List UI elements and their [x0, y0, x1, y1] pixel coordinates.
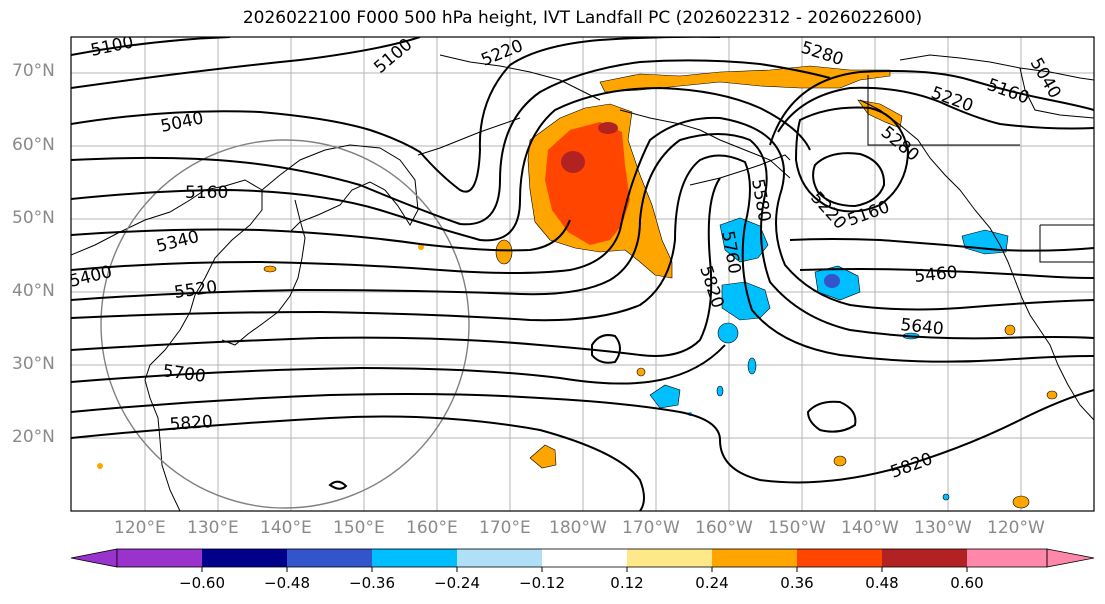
contour-label: 5820 [169, 412, 214, 435]
colorbar-tick-label: 0.48 [865, 574, 899, 592]
colorbar-tick-label: −0.48 [264, 574, 310, 592]
lat-label: 40°N [12, 281, 55, 301]
lon-label: 160°W [695, 518, 753, 538]
lon-label: 170°W [622, 518, 680, 538]
colorbar-tick-label: 0.24 [695, 574, 729, 592]
lat-label: 20°N [12, 427, 55, 447]
lon-label: 150°E [333, 518, 385, 538]
lon-label: 120°E [114, 518, 166, 538]
ivt-shading [97, 65, 1058, 509]
contour-label: 5160 [185, 183, 228, 203]
contour-label: 5640 [899, 315, 944, 339]
colorbar-tick-label: −0.36 [349, 574, 395, 592]
colorbar-tick-label: 0.12 [610, 574, 644, 592]
colorbar-tick-label: 0.36 [780, 574, 814, 592]
lon-label: 130°W [914, 518, 972, 538]
colorbar-tick-label: −0.12 [519, 574, 565, 592]
ivt-positive-core [545, 122, 630, 245]
lat-label: 30°N [12, 354, 55, 374]
colorbar-extend-high [1046, 548, 1095, 568]
lon-label: 170°E [479, 518, 531, 538]
ivt-positive-hawaii [529, 444, 557, 469]
lon-label: 140°E [260, 518, 312, 538]
height-contours [71, 37, 1094, 511]
lat-label: 50°N [12, 208, 55, 228]
colorbar-extend-low [70, 548, 118, 568]
range-circle [100, 139, 470, 509]
lat-label: 60°N [12, 135, 55, 155]
map-title: 2026022100 F000 500 hPa height, IVT Land… [242, 8, 923, 28]
colorbar-tick-label: −0.60 [179, 574, 225, 592]
lon-label: 160°E [406, 518, 458, 538]
lon-label: 140°W [841, 518, 899, 538]
colorbar-tick-label: 0.60 [950, 574, 984, 592]
gridlines [71, 37, 1094, 511]
lat-label: 70°N [12, 61, 55, 81]
ivt-negative-region-south [721, 281, 771, 321]
lon-label: 120°W [987, 518, 1045, 538]
coastlines [71, 54, 1094, 511]
lon-label: 180°W [549, 518, 607, 538]
contour-label: 5460 [913, 263, 958, 287]
ivt-core-dark [561, 151, 585, 173]
colorbar-tick-label: −0.24 [434, 574, 480, 592]
map-border [70, 36, 1095, 512]
colorbar [70, 548, 1095, 572]
lon-label: 130°E [187, 518, 239, 538]
lon-label: 150°W [768, 518, 826, 538]
